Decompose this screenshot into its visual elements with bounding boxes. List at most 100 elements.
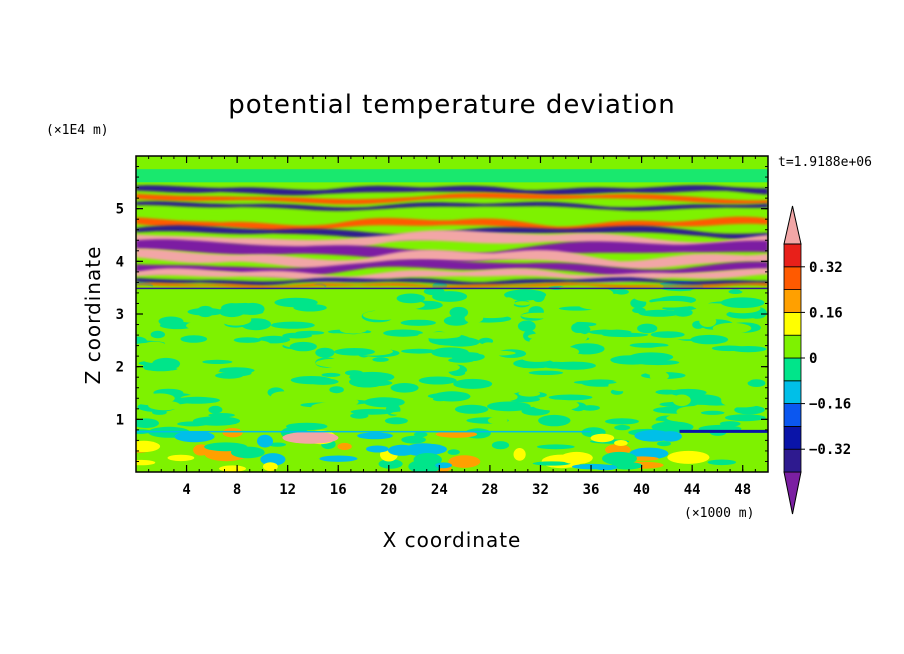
field-patch [144,367,178,371]
field-patch [447,449,460,455]
field-patch [712,322,752,334]
field-patch [423,287,445,296]
field-patch [324,410,351,419]
field-band [136,169,768,183]
field-patch [315,358,358,368]
colorbar-segment [783,448,802,473]
field-patch [427,393,466,400]
field-patch [144,341,165,348]
field-patch [655,389,679,395]
field-patch [538,414,571,427]
field-patch [454,404,489,414]
field-band [136,239,768,263]
field-patch [638,309,680,317]
x-tick-label: 20 [380,482,397,498]
field-patch [282,431,339,444]
field-patch [390,383,419,393]
field-patch [532,399,580,411]
field-patch [334,348,375,356]
field-patch [202,359,233,364]
field-patch [449,306,469,319]
field-patch [693,303,732,310]
field-patch [699,316,717,327]
field-patch [232,416,255,426]
field-patch [253,329,275,337]
field-patch [145,305,162,312]
field-patch [614,424,631,431]
field-patch [362,310,404,321]
field-patch [711,345,747,352]
field-patch [682,394,722,405]
field-patch [366,445,389,453]
x-tick-label: 28 [481,482,498,498]
field-patch [577,313,590,319]
field-patch [590,433,615,443]
colorbar-over-triangle [783,205,802,245]
colorbar-label: −0.32 [809,442,851,458]
field-patch [396,293,425,304]
field-patch [286,354,307,365]
field-band [136,248,768,270]
field-patch [321,372,341,377]
field-patch [174,365,220,375]
field-band [136,282,768,289]
x-tick-label: 8 [233,482,241,498]
field-patch [201,367,217,372]
field-patch [435,462,452,469]
field-patch [513,448,526,461]
colorbar-label: −0.16 [809,397,851,413]
field-patch [650,331,685,338]
field-patch [464,369,499,377]
field-patch [136,459,156,466]
field-patch [467,298,485,305]
colorbar-segment [783,334,802,359]
field-patch [215,296,257,304]
field-patch [374,306,394,314]
x-tick-label: 4 [182,482,190,498]
field-patch [220,314,252,326]
field-patch [408,459,442,472]
field-patch [401,348,437,354]
field-band [136,185,768,196]
field-patch [562,296,586,303]
field-patch [529,337,545,349]
field-patch [233,337,262,343]
field-patch [282,332,313,339]
field-patch [532,461,571,466]
field-patch [311,402,354,412]
field-patch [188,411,202,420]
x-tick-label: 32 [532,482,549,498]
field-patch [579,301,624,310]
field-patch [528,370,564,375]
field-patch [448,455,481,468]
field-patch [383,329,423,337]
field-patch [219,465,246,472]
field-patch [435,430,478,438]
y-tick-label: 3 [116,307,124,323]
colorbar-segment [783,311,802,336]
field-patch [614,440,628,446]
field-patch [647,300,693,308]
field-patch [378,459,403,469]
field-patch [460,324,491,332]
field-patch [400,319,436,326]
field-patch [482,342,495,348]
field-patch [676,406,707,418]
field-band [136,230,768,252]
field-patch [560,451,593,465]
field-patch [724,414,766,422]
field-patch [372,357,389,362]
field-patch [548,394,593,401]
field-patch [263,462,278,471]
field-patch [150,330,165,339]
y-tick-label: 1 [116,412,124,428]
contour-field [136,169,768,472]
field-patch [268,442,287,447]
field-patch [514,301,531,306]
x-tick-label: 48 [734,482,751,498]
y-axis-label: Z coordinate [81,246,105,385]
field-patch [401,435,426,444]
field-band [136,287,768,290]
field-patch [455,354,479,359]
